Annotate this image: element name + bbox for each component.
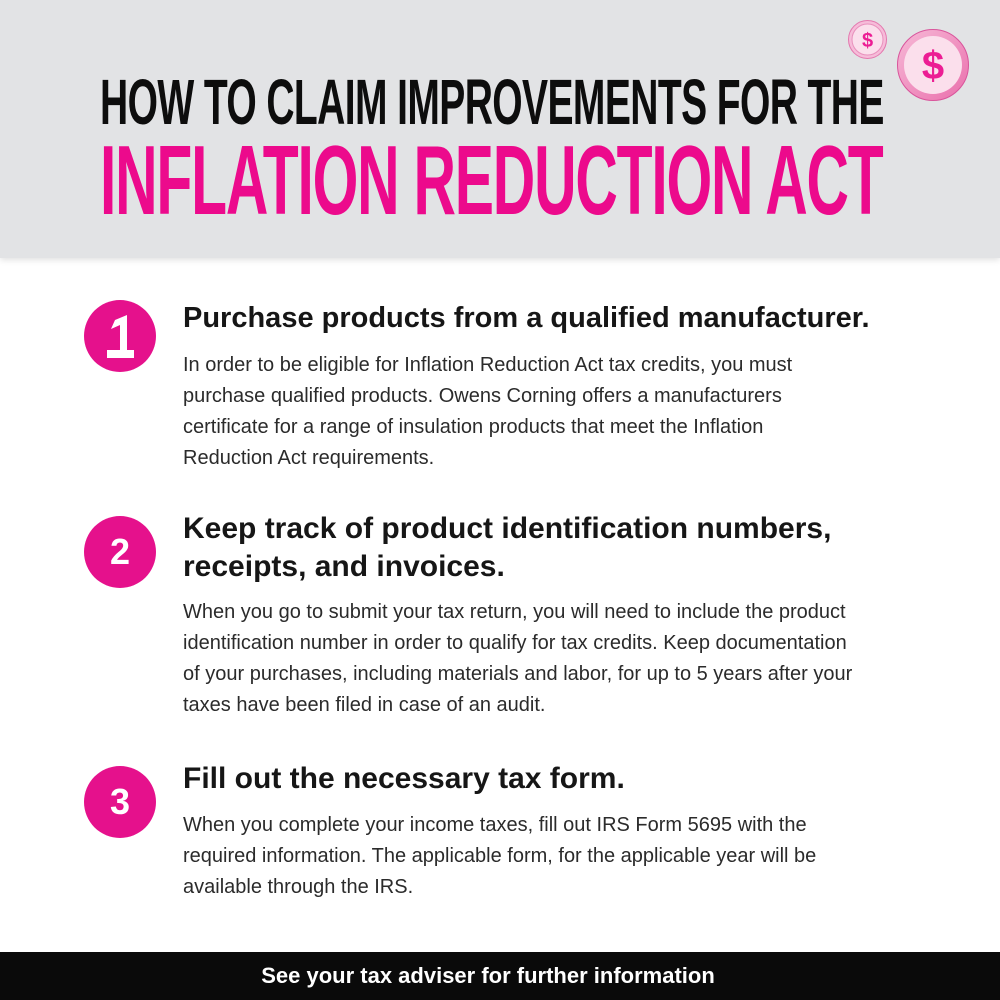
svg-text:$: $ [862, 30, 873, 52]
svg-text:$: $ [922, 44, 944, 88]
